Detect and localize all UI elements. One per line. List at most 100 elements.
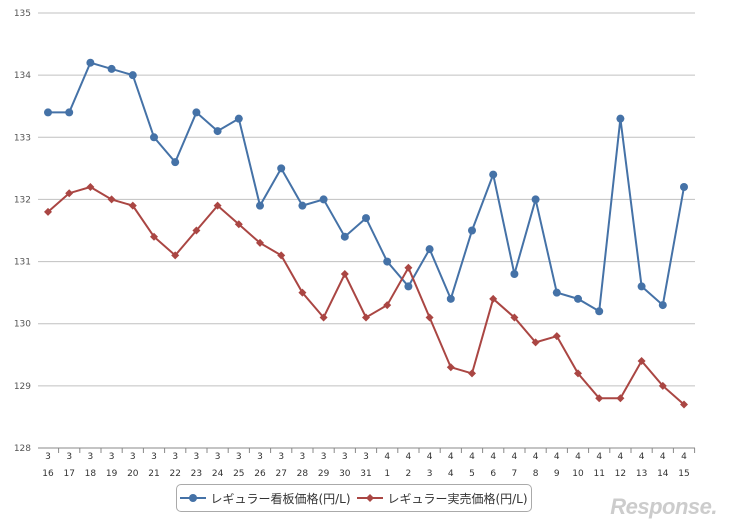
x-tick-day: 4 bbox=[448, 469, 454, 479]
x-tick-day: 9 bbox=[554, 469, 560, 479]
legend-label: レギュラー看板価格(円/L) bbox=[210, 491, 351, 506]
x-tick-month: 4 bbox=[406, 452, 412, 462]
data-point bbox=[277, 164, 286, 173]
x-tick-day: 17 bbox=[63, 469, 74, 479]
x-tick-day: 13 bbox=[636, 469, 647, 479]
data-point bbox=[65, 108, 74, 117]
x-tick-day: 12 bbox=[615, 469, 626, 479]
x-tick-day: 14 bbox=[657, 469, 669, 479]
data-point bbox=[658, 381, 667, 390]
data-point bbox=[192, 226, 201, 235]
x-tick-day: 3 bbox=[427, 469, 433, 479]
data-point bbox=[340, 270, 349, 278]
x-tick-month: 4 bbox=[575, 452, 581, 462]
data-point bbox=[107, 195, 116, 204]
data-point bbox=[658, 301, 667, 310]
x-tick-day: 8 bbox=[533, 469, 539, 479]
data-point bbox=[595, 307, 604, 316]
x-tick-day: 20 bbox=[127, 469, 139, 479]
x-tick-day: 15 bbox=[678, 469, 689, 479]
data-point bbox=[574, 294, 582, 303]
x-tick-month: 3 bbox=[363, 452, 369, 462]
y-tick-label: 132 bbox=[14, 195, 31, 205]
x-tick-month: 3 bbox=[278, 452, 284, 462]
data-point bbox=[256, 238, 264, 247]
x-tick-month: 3 bbox=[172, 452, 178, 462]
data-point bbox=[446, 363, 455, 372]
x-tick-day: 5 bbox=[469, 469, 475, 479]
x-tick-month: 3 bbox=[236, 452, 242, 462]
x-tick-month: 4 bbox=[384, 452, 390, 462]
data-point bbox=[404, 263, 413, 272]
data-point bbox=[531, 195, 540, 204]
legend-item-actual[interactable]: レギュラー実売価格(円/L) bbox=[357, 490, 528, 507]
data-point bbox=[552, 332, 561, 341]
x-tick-day: 26 bbox=[254, 469, 266, 479]
x-tick-month: 4 bbox=[490, 452, 496, 462]
data-point bbox=[468, 369, 476, 378]
data-point bbox=[128, 201, 137, 210]
data-point bbox=[680, 183, 688, 191]
x-tick-month: 3 bbox=[215, 452, 221, 462]
data-point bbox=[150, 133, 158, 142]
x-tick-day: 27 bbox=[275, 469, 286, 479]
x-tick-month: 4 bbox=[596, 452, 602, 462]
data-point bbox=[510, 313, 519, 322]
data-point bbox=[637, 357, 646, 365]
data-point bbox=[446, 294, 455, 303]
data-point bbox=[383, 257, 392, 266]
x-tick-day: 11 bbox=[593, 469, 604, 479]
x-tick-day: 18 bbox=[85, 469, 97, 479]
data-point bbox=[362, 214, 370, 223]
data-point bbox=[510, 270, 519, 278]
x-tick-day: 28 bbox=[297, 469, 309, 479]
data-point bbox=[171, 158, 180, 167]
data-point bbox=[150, 232, 158, 241]
data-point bbox=[192, 108, 201, 117]
y-tick-label: 135 bbox=[14, 9, 31, 19]
data-point bbox=[383, 301, 392, 310]
x-tick-day: 30 bbox=[339, 469, 351, 479]
x-tick-month: 4 bbox=[427, 452, 433, 462]
y-tick-label: 134 bbox=[14, 71, 31, 81]
data-point bbox=[595, 394, 604, 403]
data-point bbox=[65, 189, 74, 198]
x-tick-month: 3 bbox=[300, 452, 306, 462]
y-tick-label: 133 bbox=[14, 133, 31, 143]
x-tick-month: 3 bbox=[151, 452, 157, 462]
legend-label: レギュラー実売価格(円/L) bbox=[387, 491, 528, 506]
x-tick-month: 4 bbox=[618, 452, 624, 462]
x-tick-month: 4 bbox=[512, 452, 518, 462]
data-point bbox=[425, 313, 434, 322]
legend: レギュラー看板価格(円/L) レギュラー実売価格(円/L) bbox=[176, 484, 532, 512]
data-point bbox=[298, 288, 307, 297]
x-tick-month: 4 bbox=[448, 452, 454, 462]
data-point bbox=[213, 127, 222, 136]
x-tick-month: 3 bbox=[88, 452, 94, 462]
x-tick-day: 6 bbox=[490, 469, 496, 479]
data-point bbox=[616, 394, 625, 403]
data-point bbox=[362, 313, 370, 322]
data-point bbox=[86, 183, 95, 191]
data-point bbox=[171, 251, 180, 260]
x-tick-day: 19 bbox=[106, 469, 118, 479]
x-tick-month: 3 bbox=[321, 452, 327, 462]
data-point bbox=[340, 232, 349, 241]
y-tick-label: 129 bbox=[14, 382, 31, 392]
data-point bbox=[425, 245, 434, 254]
data-point bbox=[531, 338, 540, 347]
x-tick-month: 4 bbox=[639, 452, 645, 462]
series-line-0 bbox=[48, 61, 685, 313]
data-point bbox=[44, 207, 52, 216]
y-tick-label: 128 bbox=[14, 444, 31, 454]
x-tick-month: 4 bbox=[660, 452, 666, 462]
data-point bbox=[107, 64, 116, 73]
x-tick-month: 4 bbox=[554, 452, 560, 462]
x-tick-month: 4 bbox=[469, 452, 475, 462]
x-tick-month: 3 bbox=[257, 452, 263, 462]
data-point bbox=[298, 201, 307, 210]
data-point bbox=[234, 220, 243, 229]
data-point bbox=[616, 114, 625, 123]
legend-item-signboard[interactable]: レギュラー看板価格(円/L) bbox=[180, 490, 351, 507]
